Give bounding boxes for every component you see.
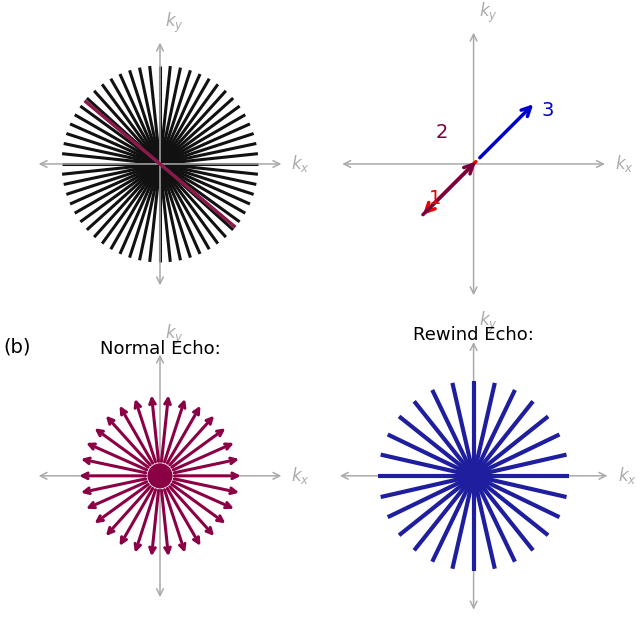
Text: Rewind Echo:: Rewind Echo: [413,327,534,345]
Text: $k_y$: $k_y$ [479,1,497,24]
Circle shape [463,465,484,487]
Text: $k_y$: $k_y$ [165,11,184,35]
Text: (b): (b) [3,338,31,357]
Text: 3: 3 [542,102,554,120]
Text: 2: 2 [435,123,448,141]
Text: $k_y$: $k_y$ [165,323,184,347]
Text: 1: 1 [429,189,441,208]
Text: $k_x$: $k_x$ [618,466,636,486]
Text: $k_x$: $k_x$ [291,154,310,174]
Circle shape [148,464,172,487]
Text: $k_x$: $k_x$ [615,154,634,174]
Text: $k_x$: $k_x$ [291,466,310,486]
Text: Normal Echo:: Normal Echo: [100,340,220,358]
Text: $k_y$: $k_y$ [479,310,498,334]
